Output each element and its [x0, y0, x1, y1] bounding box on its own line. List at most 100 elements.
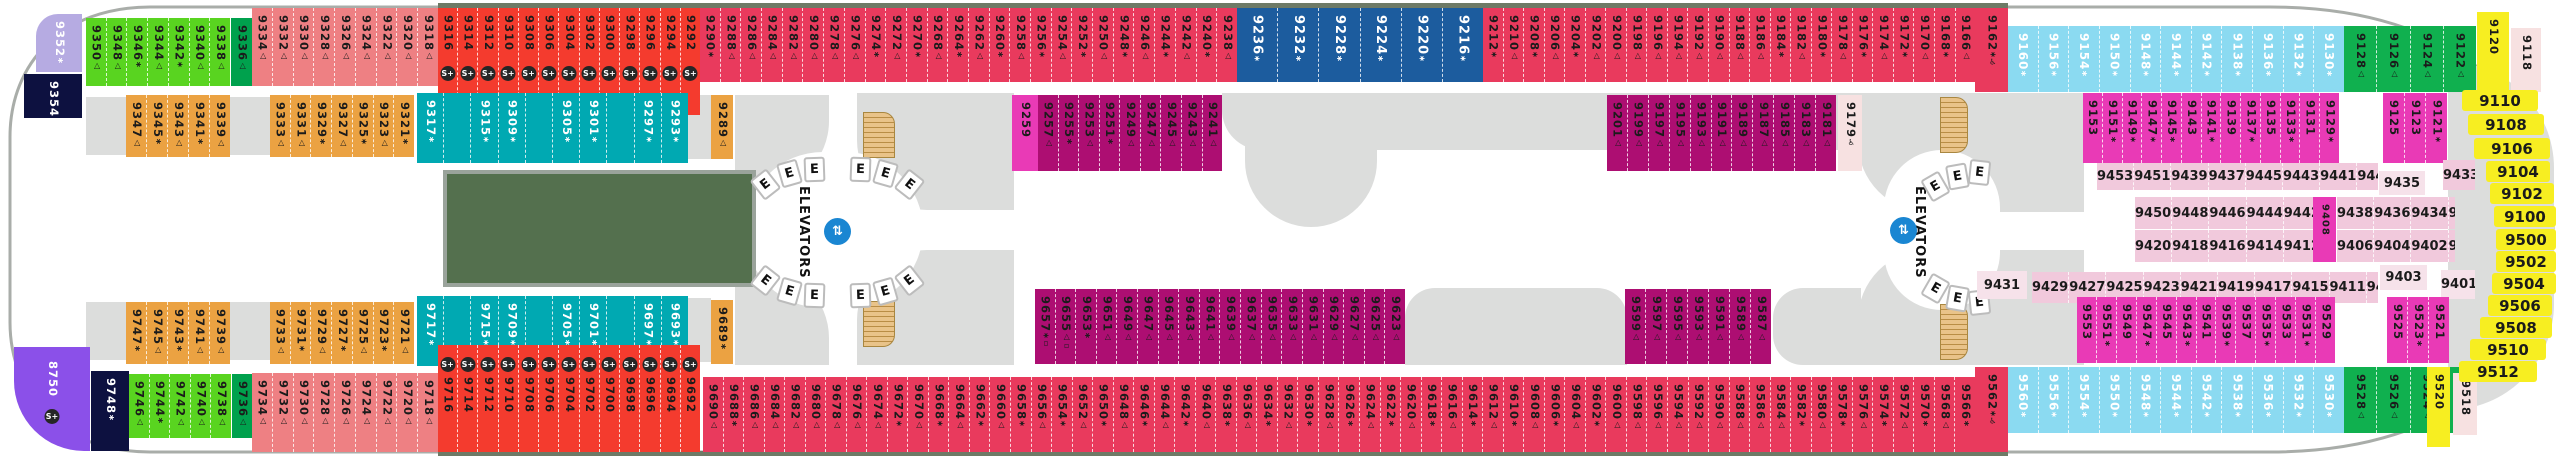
cabin-9437[interactable]: 9437	[2208, 163, 2246, 190]
cabin-9541[interactable]: 9541	[2196, 297, 2217, 363]
cabin-9587[interactable]: 9587△	[1751, 289, 1771, 364]
cabin-9406[interactable]: 9406	[2337, 230, 2375, 262]
cabin-9309[interactable]: 9309∗	[498, 93, 526, 163]
cabin-9120[interactable]: 9120	[2477, 12, 2509, 90]
cabin-9137[interactable]: 9137∗	[2241, 93, 2261, 163]
cabin-9323[interactable]: 9323△	[373, 95, 395, 157]
cabin-9553[interactable]: 9553	[2077, 297, 2097, 363]
cabin-9733[interactable]: 9733△	[270, 302, 291, 364]
cabin-9662[interactable]: 9662∗	[969, 377, 991, 452]
cabin-9188[interactable]: 9188△	[1729, 8, 1751, 82]
cabin-9660[interactable]: 9660△	[990, 377, 1011, 452]
cabin-9197[interactable]: 9197△	[1648, 95, 1670, 171]
cabin-9184[interactable]: 9184∗	[1770, 8, 1792, 82]
cabin-9644[interactable]: 9644△	[1154, 377, 1176, 452]
cabin-9168[interactable]: 9168∗	[1935, 8, 1956, 82]
cabin-9560[interactable]: 9560∗	[2008, 367, 2039, 433]
cabin-9716[interactable]: 9716 S+	[438, 345, 459, 452]
cabin-9354[interactable]: 9354∗	[24, 74, 82, 118]
cabin-9745[interactable]: 9745△	[147, 302, 168, 364]
cabin-9256[interactable]: 9256∗	[1031, 8, 1052, 82]
cabin-9257[interactable]: 9257△	[1038, 95, 1059, 171]
cabin-9160[interactable]: 9160∗	[2008, 26, 2039, 92]
cabin-9241[interactable]: 9241△	[1202, 95, 1222, 171]
cabin-9336[interactable]: 9336△	[231, 18, 252, 86]
cabin-9632[interactable]: 9632△	[1277, 377, 1299, 452]
cabin-9598[interactable]: 9598△	[1626, 377, 1648, 452]
cabin-9670[interactable]: 9670△	[908, 377, 929, 452]
cabin-9195[interactable]: 9195△	[1669, 95, 1691, 171]
cabin-9549[interactable]: 9549	[2116, 297, 2137, 363]
cabin-9147[interactable]: 9147∗	[2142, 93, 2163, 163]
cabin-9135[interactable]: 9135	[2260, 93, 2281, 163]
cabin-9542[interactable]: 9542∗	[2191, 367, 2223, 433]
cabin-9192[interactable]: 9192△	[1688, 8, 1710, 82]
cabin-9329[interactable]: 9329∗	[311, 95, 333, 157]
cabin-9401[interactable]: 9401	[2441, 270, 2475, 299]
cabin-9538[interactable]: 9538∗	[2222, 367, 2254, 433]
cabin-9614[interactable]: 9614∗	[1462, 377, 1484, 452]
cabin-9748[interactable]: 9748∗	[91, 371, 129, 451]
cabin-9597[interactable]: 9597△	[1646, 289, 1667, 364]
cabin-9316[interactable]: 9316 S+	[438, 8, 459, 115]
cabin-9720[interactable]: 9720△	[397, 373, 419, 452]
cabin-9243[interactable]: 9243△	[1181, 95, 1203, 171]
cabin-9183[interactable]: 9183△	[1795, 95, 1817, 171]
cabin-9224[interactable]: 9224∗	[1360, 8, 1402, 82]
cabin-9645[interactable]: 9645△	[1158, 289, 1180, 364]
cabin-9630[interactable]: 9630∗	[1298, 377, 1319, 452]
cabin-9118[interactable]: 9118	[2511, 28, 2541, 92]
cabin-9512[interactable]: 9512	[2459, 361, 2537, 382]
cabin-9292[interactable]: 9292 S+	[680, 8, 700, 115]
cabin-9343[interactable]: 9343△	[168, 95, 189, 157]
cabin-9736[interactable]: 9736△	[232, 374, 252, 438]
cabin-9637[interactable]: 9637△	[1241, 289, 1262, 364]
cabin-9108[interactable]: 9108	[2468, 114, 2544, 135]
cabin-9535[interactable]: 9535∗	[2256, 297, 2277, 363]
cabin-9141[interactable]: 9141∗	[2201, 93, 2222, 163]
cabin-9743[interactable]: 9743∗	[168, 302, 189, 364]
cabin-9189[interactable]: 9189△	[1732, 95, 1754, 171]
cabin-9330[interactable]: 9330△	[293, 8, 315, 86]
cabin-9700[interactable]: 9700 S+	[599, 345, 621, 452]
cabin-9722[interactable]: 9722△	[376, 373, 398, 452]
cabin-9248[interactable]: 9248∗	[1113, 8, 1135, 82]
cabin-9726[interactable]: 9726△	[335, 373, 356, 452]
cabin-9100[interactable]: 9100	[2494, 206, 2556, 227]
cabin-9627[interactable]: 9627△	[1344, 289, 1365, 364]
cabin-9274[interactable]: 9274∗	[865, 8, 887, 82]
cabin-9635[interactable]: 9635△	[1261, 289, 1283, 364]
cabin-9293[interactable]: 9293∗	[661, 93, 688, 163]
cabin-9657[interactable]: 9657∗▫	[1035, 289, 1056, 364]
cabin-9634[interactable]: 9634∗	[1257, 377, 1278, 452]
cabin-9706[interactable]: 9706 S+	[539, 345, 560, 452]
cabin-9650[interactable]: 9650∗	[1093, 377, 1114, 452]
cabin-9431[interactable]: 9431	[1977, 271, 2027, 299]
cabin-8750[interactable]: 8750 S+	[14, 347, 90, 451]
cabin-9404[interactable]: 9404	[2374, 230, 2412, 262]
cabin-9186[interactable]: 9186△	[1750, 8, 1771, 82]
cabin-9592[interactable]: 9592△	[1688, 377, 1710, 452]
cabin-9206[interactable]: 9206△	[1544, 8, 1566, 82]
cabin-9240[interactable]: 9240∗	[1196, 8, 1218, 82]
cabin-9618[interactable]: 9618∗	[1421, 377, 1443, 452]
cabin-9576[interactable]: 9576△	[1852, 377, 1874, 452]
cabin-9642[interactable]: 9642∗	[1175, 377, 1196, 452]
cabin-9262[interactable]: 9262△	[968, 8, 990, 82]
cabin-9132[interactable]: 9132∗	[2283, 26, 2315, 92]
cabin-9572[interactable]: 9572△	[1893, 377, 1915, 452]
cabin-9742[interactable]: 9742△	[170, 374, 191, 438]
cabin-9674[interactable]: 9674△	[867, 377, 888, 452]
cabin-9139[interactable]: 9139	[2221, 93, 2242, 163]
cabin-9151[interactable]: 9151∗	[2102, 93, 2123, 163]
cabin-9187[interactable]: 9187△	[1753, 95, 1775, 171]
cabin-9345[interactable]: 9345∗	[147, 95, 168, 157]
cabin-9628[interactable]: 9628△	[1318, 377, 1340, 452]
cabin-9543[interactable]: 9543∗	[2176, 297, 2197, 363]
cabin-9200[interactable]: 9200△	[1606, 8, 1627, 82]
cabin-9199[interactable]: 9199△	[1627, 95, 1649, 171]
cabin-9294[interactable]: 9294 S+	[660, 8, 681, 115]
cabin-9629[interactable]: 9629△	[1323, 289, 1345, 364]
cabin-9402[interactable]: 9402	[2411, 230, 2449, 262]
cabin-9594[interactable]: 9594△	[1667, 377, 1689, 452]
